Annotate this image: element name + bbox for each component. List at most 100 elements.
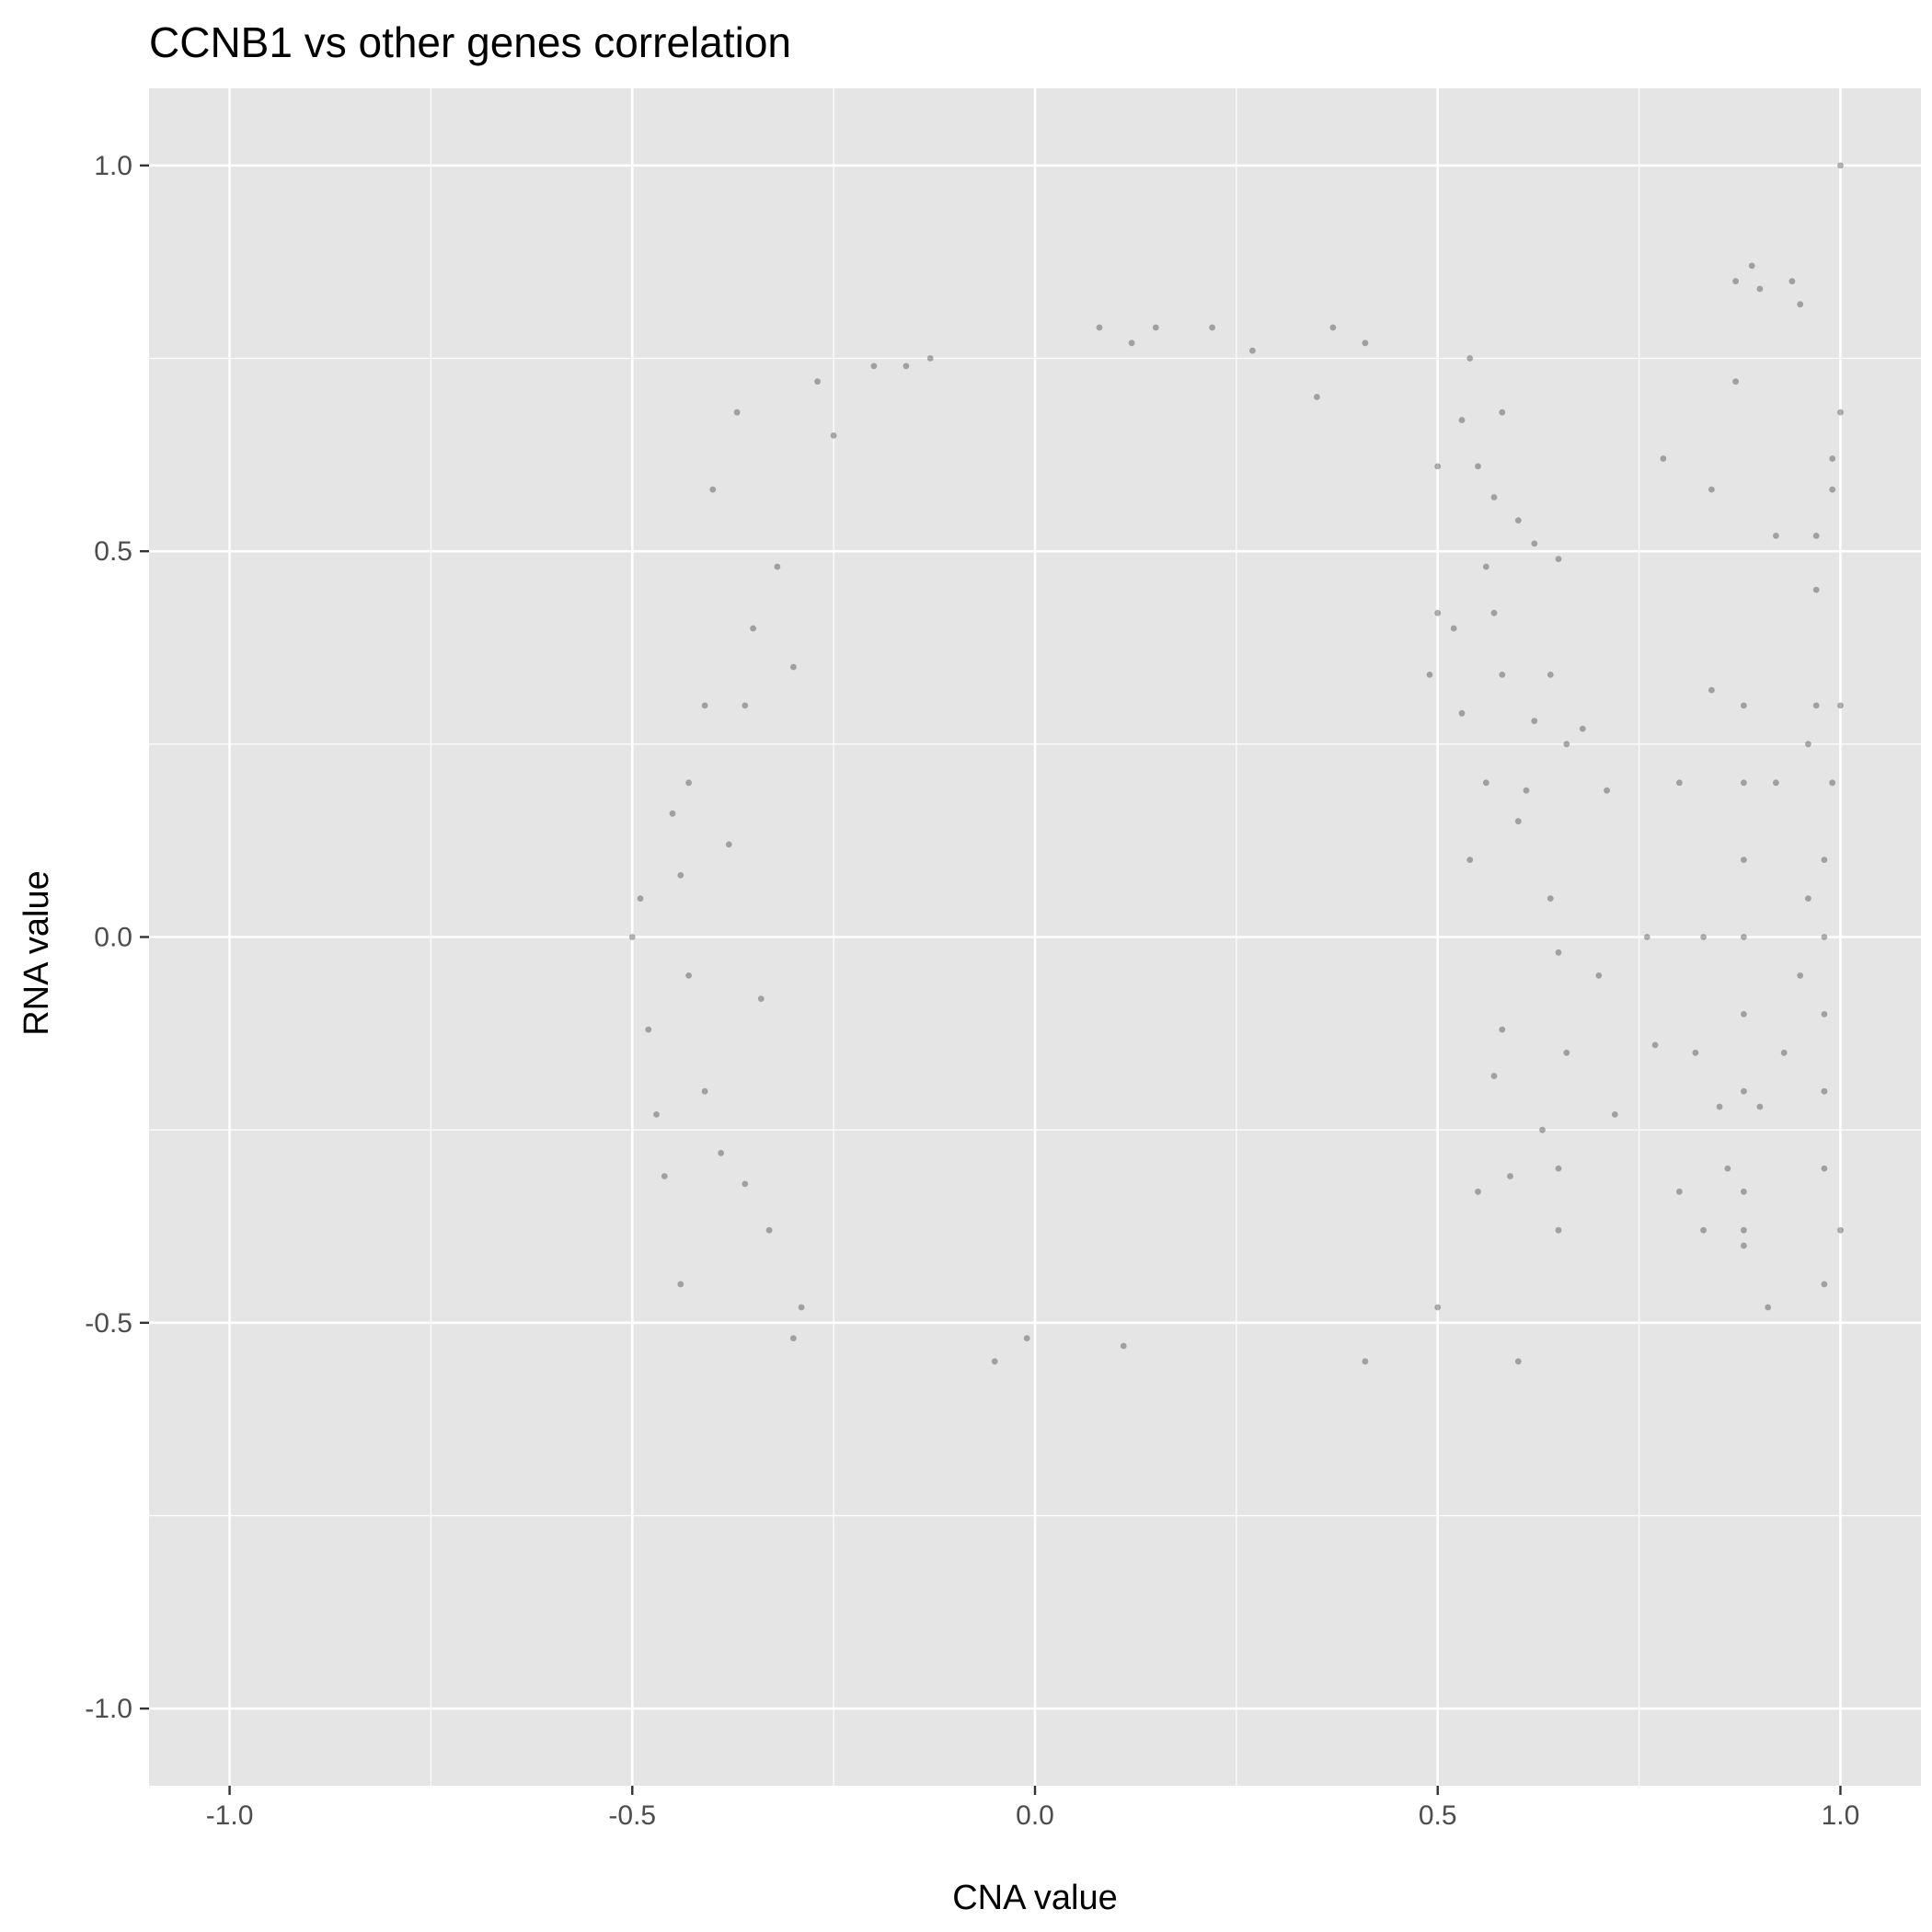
data-point (1128, 339, 1135, 347)
data-point (1812, 586, 1820, 593)
data-point (1837, 408, 1844, 416)
data-point (1821, 857, 1828, 863)
x-tick-label: 0.5 (1419, 1800, 1457, 1831)
data-point (903, 362, 910, 370)
data-point (1797, 972, 1804, 979)
data-point (1741, 1188, 1747, 1195)
data-point (1426, 672, 1433, 678)
data-point (1475, 463, 1481, 470)
data-point (1660, 455, 1667, 462)
data-point (1676, 779, 1683, 787)
data-point (701, 1087, 708, 1095)
data-point (1458, 417, 1466, 423)
data-point (1780, 1049, 1788, 1056)
data-point (701, 702, 708, 709)
data-point (750, 625, 756, 632)
data-point (1708, 686, 1715, 694)
data-point (1643, 934, 1650, 940)
x-tick-label: 0.0 (1016, 1800, 1054, 1831)
y-axis: -1.0 -0.5 0.0 0.5 1.0 (85, 151, 149, 1724)
data-point (1821, 1087, 1828, 1095)
data-point (1748, 262, 1755, 270)
data-point (1209, 324, 1215, 331)
data-point (733, 408, 741, 416)
data-point (1821, 1281, 1828, 1288)
data-point (1434, 463, 1442, 470)
data-point (1514, 1358, 1522, 1365)
data-point (1788, 278, 1796, 285)
data-point (1314, 394, 1320, 400)
data-point (757, 995, 765, 1002)
data-point (1651, 1041, 1659, 1049)
data-point (1837, 702, 1844, 709)
data-point (637, 895, 644, 902)
data-point (1499, 672, 1506, 678)
data-point (677, 872, 684, 879)
data-point (1249, 347, 1256, 354)
data-point (1741, 1226, 1747, 1234)
data-point (1362, 339, 1369, 347)
data-point (765, 1226, 773, 1234)
data-point (870, 362, 878, 370)
data-point (1837, 1226, 1844, 1234)
data-point (661, 1173, 668, 1179)
grid-major (149, 88, 1921, 1786)
data-point (628, 934, 636, 940)
data-point (1692, 1049, 1699, 1056)
data-point (1023, 1335, 1030, 1341)
data-point (1773, 533, 1779, 539)
data-point (1507, 1173, 1513, 1179)
data-point (1716, 1103, 1723, 1110)
data-point (1547, 672, 1554, 678)
data-point (926, 355, 934, 362)
data-point (1812, 533, 1820, 539)
data-point (1741, 1087, 1747, 1095)
data-point (1829, 779, 1836, 787)
data-point (1555, 556, 1562, 562)
data-point (774, 563, 781, 570)
data-point (709, 486, 717, 493)
data-point (1821, 1011, 1828, 1018)
data-point (1595, 972, 1603, 979)
y-tick-label: 0.5 (94, 536, 132, 567)
data-point (1466, 355, 1474, 362)
data-point (1523, 787, 1530, 794)
data-point (1466, 857, 1474, 863)
data-point (1756, 285, 1764, 293)
chart-title: CCNB1 vs other genes correlation (149, 18, 791, 66)
data-point (1514, 517, 1522, 523)
data-point (1765, 1304, 1772, 1311)
data-point (1499, 408, 1506, 416)
data-point (1611, 1111, 1618, 1118)
data-point (742, 1180, 749, 1188)
data-point (1829, 486, 1836, 493)
data-point (1482, 779, 1489, 787)
data-point (725, 841, 732, 848)
data-point (814, 378, 821, 385)
data-point (991, 1358, 998, 1365)
data-point (1096, 324, 1103, 331)
data-point (1475, 1188, 1481, 1195)
x-axis: -1.0 -0.5 0.0 0.5 1.0 (206, 1786, 1859, 1831)
data-point (685, 779, 692, 787)
x-tick-label: -1.0 (206, 1800, 254, 1831)
data-point (1805, 895, 1811, 902)
data-point (1563, 1049, 1570, 1056)
data-point (1773, 779, 1779, 787)
data-point (1547, 895, 1554, 902)
data-point (1756, 1103, 1764, 1110)
data-point (1676, 1188, 1683, 1195)
data-points (628, 162, 1844, 1365)
data-point (1458, 709, 1466, 717)
data-point (653, 1111, 660, 1118)
data-point (1152, 324, 1159, 331)
data-point (1555, 1226, 1562, 1234)
data-point (1490, 494, 1498, 500)
data-point (685, 972, 692, 979)
data-point (1821, 934, 1828, 940)
data-point (1732, 278, 1739, 285)
data-point (1555, 949, 1562, 956)
y-tick-label: 1.0 (94, 151, 132, 181)
data-point (1490, 1073, 1498, 1079)
